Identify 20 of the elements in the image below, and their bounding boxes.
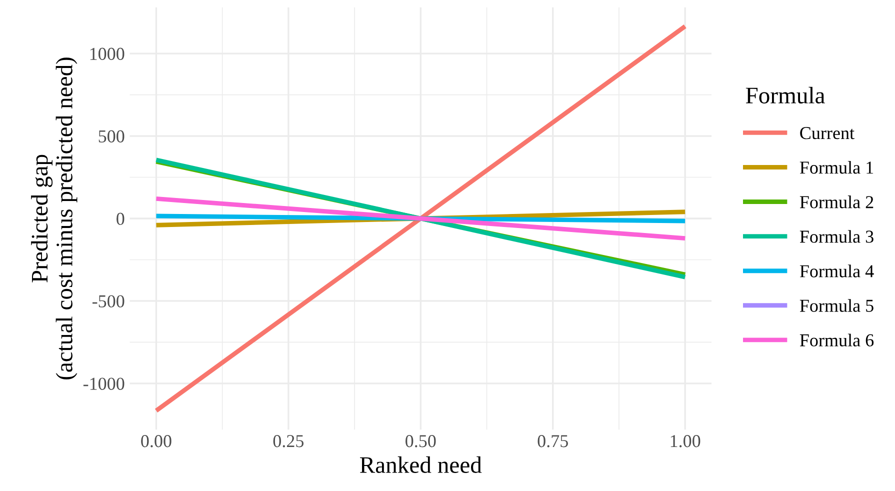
y-tick-label: 500 xyxy=(98,130,124,142)
x-tick-label: 0.75 xyxy=(538,435,568,448)
legend-label: Formula 3 xyxy=(800,230,874,243)
legend-title: Formula xyxy=(746,86,825,104)
legend-label: Formula 5 xyxy=(800,299,874,312)
x-tick-label: 0.00 xyxy=(141,435,172,448)
y-tick-label: 1000 xyxy=(90,48,124,60)
legend-label: Formula 6 xyxy=(800,334,874,346)
legend-label: Formula 4 xyxy=(800,264,874,278)
y-tick-label: 0 xyxy=(116,212,124,225)
legend-label: Formula 2 xyxy=(800,196,874,208)
legend-label: Formula 1 xyxy=(800,161,874,174)
x-tick-label: 0.25 xyxy=(273,435,304,448)
legend-label: Current xyxy=(800,127,854,140)
x-tick-label: 1.00 xyxy=(670,435,700,448)
y-axis-title: Predicted gap (actual cost minus predicted need) xyxy=(31,58,78,380)
y-tick-label: -500 xyxy=(92,295,124,308)
x-tick-label: 0.50 xyxy=(406,435,436,448)
y-tick-label: -1000 xyxy=(83,378,124,390)
x-axis-title: Ranked need xyxy=(360,456,482,474)
